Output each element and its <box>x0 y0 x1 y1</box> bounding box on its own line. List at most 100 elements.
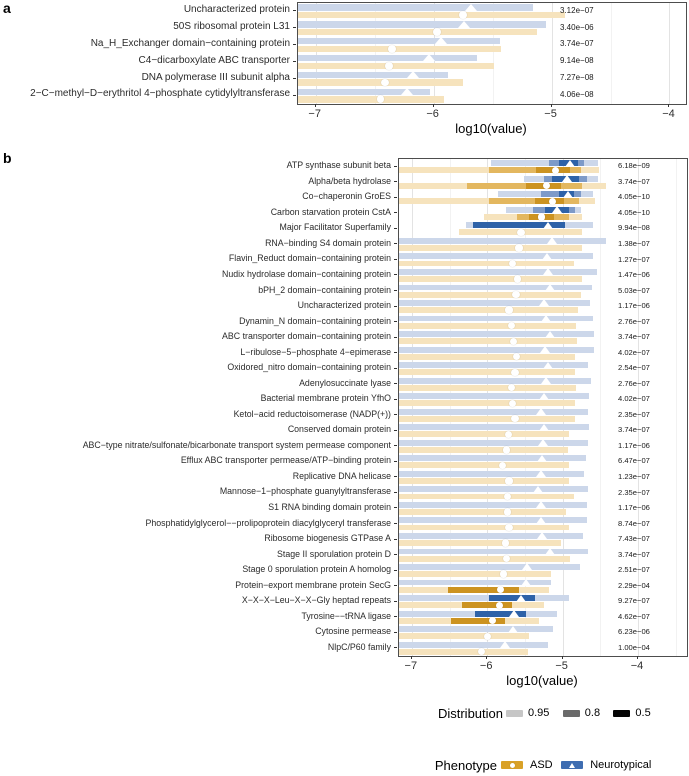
y-axis-tick <box>394 538 397 540</box>
asd-median-circle-marker <box>505 523 513 532</box>
asd-bar-segment-0.5 <box>448 586 519 593</box>
row-pvalue: 4.02e−07 <box>618 394 650 404</box>
neurotypical-bar-segment-0.95 <box>298 4 533 11</box>
asd-median-circle-marker <box>459 11 467 20</box>
y-axis-tick <box>293 10 296 12</box>
neurotypical-median-triangle-marker <box>544 283 555 291</box>
asd-bar-segment-0.95 <box>399 462 569 469</box>
y-axis-tick <box>394 631 397 633</box>
neurotypical-bar-segment-0.95 <box>298 88 431 95</box>
neurotypical-bar-segment-0.5 <box>475 610 527 617</box>
row-pvalue: 2.35e−07 <box>618 409 650 419</box>
asd-median-circle-marker <box>511 368 519 376</box>
neurotypical-median-triangle-marker <box>407 71 420 79</box>
neurotypical-median-triangle-marker <box>532 485 543 493</box>
neurotypical-bar-segment-0.95 <box>399 377 592 384</box>
asd-bar-segment-0.95 <box>399 493 574 500</box>
neurotypical-median-triangle-marker <box>565 159 576 167</box>
asd-bar-segment-0.5 <box>451 617 506 624</box>
asd-median-circle-marker <box>495 601 503 609</box>
y-axis-tick <box>394 212 397 214</box>
y-axis-tick <box>394 227 397 229</box>
row-label: Efflux ABC transporter permease/ATP−bind… <box>180 455 391 466</box>
row-label: X−X−X−Leu−X−X−Gly heptad repeats <box>241 595 391 606</box>
neurotypical-bar-segment-0.95 <box>298 71 448 79</box>
asd-bar-segment-0.95 <box>399 400 576 407</box>
neurotypical-median-triangle-marker <box>562 175 573 183</box>
x-axis-tick-label: −5 <box>544 108 557 120</box>
asd-bar-segment-0.95 <box>399 322 577 329</box>
row-pvalue: 1.27e−07 <box>618 254 650 264</box>
y-axis-tick <box>394 274 397 276</box>
row-label: Nudix hydrolase domain−containing protei… <box>222 269 391 280</box>
asd-median-circle-marker <box>384 61 393 70</box>
neurotypical-median-triangle-marker <box>535 408 546 416</box>
x-axis-tick-label: −6 <box>479 660 493 672</box>
asd-median-circle-marker <box>497 586 505 594</box>
asd-bar-segment-0.95 <box>399 555 571 562</box>
row-label: C4−dicarboxylate ABC transporter <box>138 54 290 66</box>
asd-median-circle-marker <box>376 95 385 104</box>
asd-median-circle-marker <box>388 44 397 53</box>
neurotypical-bar-segment-0.95 <box>399 424 589 431</box>
neurotypical-median-triangle-marker <box>545 547 556 555</box>
asd-bar-segment-0.95 <box>399 276 583 282</box>
gridline <box>411 159 413 656</box>
gridline <box>374 3 376 104</box>
row-label: ABC−type nitrate/sulfonate/bicarbonate t… <box>82 439 391 450</box>
gridline <box>492 3 494 104</box>
neurotypical-median-triangle-marker <box>521 579 532 586</box>
distribution-label: 0.5 <box>635 707 651 719</box>
row-label: Conserved domain protein <box>287 424 391 435</box>
row-label: NlpC/P60 family <box>327 641 391 652</box>
neurotypical-bar-segment-0.95 <box>399 253 593 260</box>
neurotypical-median-triangle-marker <box>540 377 551 385</box>
asd-bar-segment-0.95 <box>399 338 577 345</box>
x-axis-tick <box>668 104 670 107</box>
y-axis-tick <box>293 60 296 62</box>
y-axis-tick <box>394 429 397 431</box>
gridline <box>524 159 526 656</box>
neurotypical-median-triangle-marker <box>543 221 554 229</box>
neurotypical-bar-segment-0.95 <box>399 486 589 493</box>
x-axis-tick-label: −7 <box>404 660 418 672</box>
neurotypical-bar-segment-0.95 <box>399 237 607 244</box>
asd-bar-segment-0.5 <box>462 602 513 609</box>
neurotypical-median-triangle-marker <box>539 423 550 431</box>
neurotypical-bar-segment-0.95 <box>399 315 593 322</box>
row-pvalue: 4.05e−10 <box>618 207 650 217</box>
asd-bar-segment-0.95 <box>298 96 445 103</box>
asd-bar-segment-0.95 <box>399 571 552 578</box>
neurotypical-bar-segment-0.95 <box>399 533 583 539</box>
gridline <box>600 159 602 656</box>
y-axis-tick <box>394 522 397 524</box>
asd-median-circle-marker <box>503 446 511 454</box>
row-pvalue: 1.00e−04 <box>618 642 650 652</box>
neurotypical-median-triangle-marker <box>522 563 533 571</box>
row-pvalue: 4.62e−07 <box>618 611 650 621</box>
neurotypical-median-triangle-marker <box>465 3 478 11</box>
asd-bar-segment-0.95 <box>399 446 568 453</box>
asd-bar-segment-0.8 <box>488 167 581 174</box>
asd-bar-segment-0.95 <box>399 260 574 267</box>
distribution-label: 0.95 <box>528 707 550 719</box>
neurotypical-bar-segment-0.95 <box>399 455 586 462</box>
row-label: Protein−export membrane protein SecG <box>235 579 391 590</box>
neurotypical-bar-segment-0.95 <box>399 595 570 602</box>
neurotypical-median-triangle-marker <box>537 439 548 447</box>
asd-median-circle-marker <box>477 648 485 656</box>
y-axis-tick <box>394 398 397 400</box>
asd-bar-segment-0.95 <box>399 648 528 655</box>
asd-median-circle-marker <box>549 197 557 206</box>
row-label: Uncharacterized protein <box>183 4 290 16</box>
row-label: Ketol−acid reductoisomerase (NADP(+)) <box>233 408 391 419</box>
asd-median-circle-marker <box>509 337 518 345</box>
x-axis-tick <box>561 656 563 659</box>
distribution-legend-title: Distribution <box>437 706 503 721</box>
y-axis-tick <box>394 616 397 618</box>
neurotypical-bar-segment-0.95 <box>298 21 546 28</box>
row-label: Na_H_Exchanger domain−containing protein <box>90 37 290 49</box>
neurotypical-bar-segment-0.95 <box>399 300 591 306</box>
row-pvalue: 3.12e−07 <box>560 5 594 15</box>
row-label: Ribosome biogenesis GTPase A <box>264 533 391 544</box>
